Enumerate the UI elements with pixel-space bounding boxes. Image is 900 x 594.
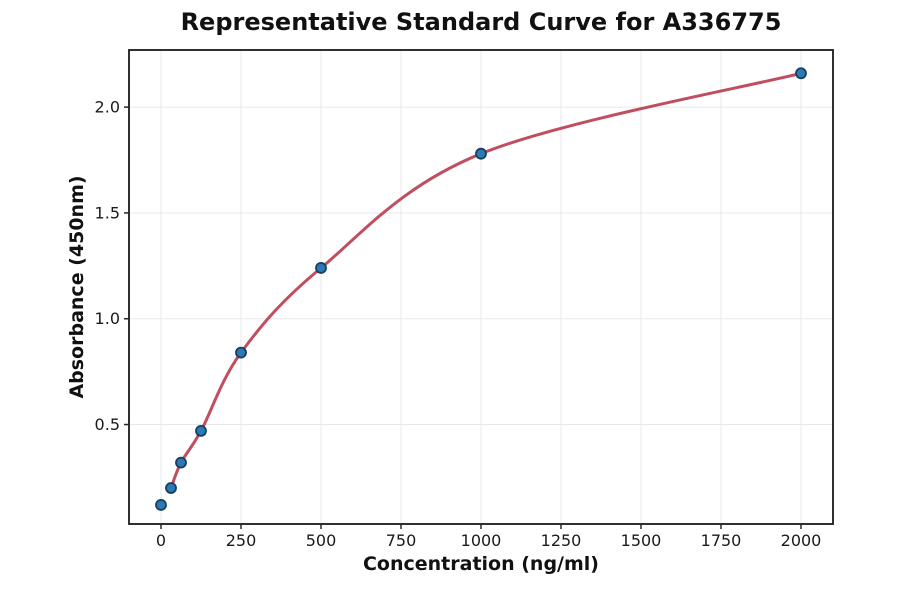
data-point: [175, 456, 187, 469]
data-point: [475, 147, 487, 160]
x-tick-label: 1250: [541, 531, 582, 550]
y-axis-label: Absorbance (450nm): [66, 175, 88, 399]
y-tick-label: 2.0: [95, 98, 120, 117]
data-point: [165, 482, 177, 494]
x-axis-label: Concentration (ng/ml): [362, 553, 599, 575]
data-point: [235, 346, 247, 359]
x-tick-label: 500: [306, 531, 337, 550]
y-tick-label: 1.5: [95, 203, 120, 222]
data-point: [795, 67, 807, 80]
x-tick-label: 750: [386, 531, 417, 550]
data-point: [155, 499, 167, 511]
data-point: [195, 424, 207, 437]
x-tick-label: 0: [156, 531, 166, 550]
x-tick-label: 1750: [701, 531, 742, 550]
x-tick-label: 250: [226, 531, 257, 550]
x-tick-label: 1500: [621, 531, 662, 550]
data-point: [315, 262, 327, 274]
fit-curve-line: [169, 71, 803, 490]
chart-title: Representative Standard Curve for A33677…: [180, 8, 782, 36]
x-tick-label: 2000: [781, 531, 822, 550]
x-tick-label: 1000: [461, 531, 502, 550]
y-tick-label: 1.0: [95, 309, 120, 328]
y-tick-label: 0.5: [95, 415, 120, 434]
